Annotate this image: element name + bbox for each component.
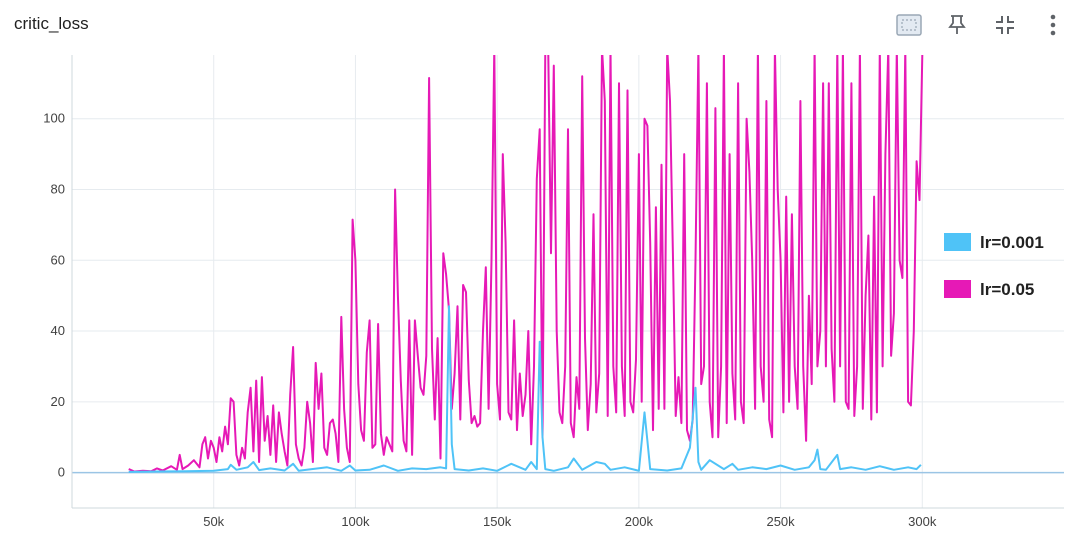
y-tick-label: 80 — [51, 181, 65, 196]
collapse-button[interactable] — [988, 8, 1022, 42]
y-tick-label: 20 — [51, 394, 65, 409]
y-tick-label: 0 — [58, 465, 65, 480]
pin-button[interactable] — [940, 8, 974, 42]
x-tick-label: 300k — [908, 514, 937, 529]
legend-label: lr=0.05 — [980, 280, 1034, 299]
more-vert-icon — [1050, 14, 1056, 36]
y-tick-label: 40 — [51, 323, 65, 338]
y-tick-label: 60 — [51, 252, 65, 267]
legend-swatch — [944, 280, 971, 298]
x-tick-label: 50k — [203, 514, 224, 529]
fit-domain-icon — [896, 14, 922, 36]
collapse-icon — [996, 16, 1014, 34]
series-line-lr-0-05[interactable] — [128, 48, 924, 473]
fit-domain-button[interactable] — [892, 8, 926, 42]
x-tick-label: 250k — [766, 514, 795, 529]
x-tick-label: 200k — [625, 514, 654, 529]
x-tick-label: 100k — [341, 514, 370, 529]
more-options-button[interactable] — [1036, 8, 1070, 42]
series-line-lr-0-001[interactable] — [128, 305, 922, 473]
chart-title: critic_loss — [14, 14, 89, 33]
legend-label: lr=0.001 — [980, 233, 1044, 252]
legend-swatch — [944, 233, 971, 251]
y-tick-label: 100 — [43, 111, 65, 126]
x-tick-label: 150k — [483, 514, 512, 529]
chart-toolbar — [892, 8, 1070, 42]
pin-icon — [948, 15, 966, 34]
